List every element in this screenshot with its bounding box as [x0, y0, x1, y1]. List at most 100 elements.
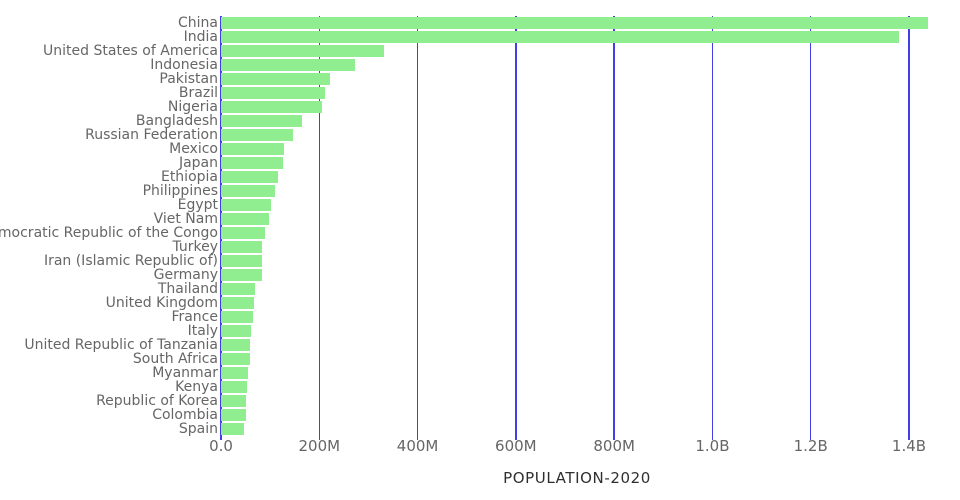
bar-Pakistan	[221, 73, 330, 85]
gridline-200M	[318, 16, 321, 440]
gridline-1.4B	[908, 16, 910, 440]
bar-Bangladesh	[221, 115, 302, 127]
category-label: United Republic of Tanzania	[24, 337, 218, 353]
category-label: Kenya	[175, 379, 218, 395]
bar-row	[221, 184, 960, 198]
bar-United Kingdom	[221, 297, 255, 309]
bar-Japan	[221, 157, 284, 169]
bar-row	[221, 128, 960, 142]
category-label: Mexico	[169, 141, 218, 157]
x-tick-label: 200M	[298, 437, 341, 455]
category-label-row: Bangladesh	[0, 114, 218, 128]
bar-United Republic of Tanzania	[221, 339, 251, 351]
category-label: Turkey	[172, 239, 218, 255]
bar-row	[221, 58, 960, 72]
gridline-1.0B	[711, 16, 714, 440]
bar-Spain	[221, 423, 244, 435]
bar-row	[221, 16, 960, 30]
x-tick-label: 1.0B	[695, 437, 730, 455]
x-tick-label: 1.2B	[793, 437, 828, 455]
bar-Nigeria	[221, 101, 323, 113]
bar-row	[221, 72, 960, 86]
bar-row	[221, 352, 960, 366]
category-label-row: United States of America	[0, 44, 218, 58]
bar-row	[221, 100, 960, 114]
x-axis-title: POPULATION-2020	[503, 469, 651, 487]
bar-China	[221, 17, 929, 29]
bar-Kenya	[221, 381, 248, 393]
bar-Ethiopia	[221, 171, 278, 183]
bar-row	[221, 408, 960, 422]
category-label-row: Egypt	[0, 198, 218, 212]
category-label-row: United Republic of Tanzania	[0, 338, 218, 352]
category-label-row: Iran (Islamic Republic of)	[0, 254, 218, 268]
category-label-row: Myanmar	[0, 366, 218, 380]
bar-row	[221, 282, 960, 296]
category-label: South Africa	[132, 351, 218, 367]
bar-row	[221, 198, 960, 212]
bar-row	[221, 338, 960, 352]
bar-Turkey	[221, 241, 263, 253]
category-label: India	[183, 29, 218, 45]
bar-Viet Nam	[221, 213, 269, 225]
x-tick-label: 600M	[495, 437, 537, 455]
bar-Mexico	[221, 143, 285, 155]
category-label: China	[178, 15, 218, 31]
category-label: Bangladesh	[135, 113, 218, 129]
category-label-row: South Africa	[0, 352, 218, 366]
gridline-800M	[613, 16, 615, 440]
category-label: Japan	[178, 155, 218, 171]
bar-row	[221, 44, 960, 58]
category-label: Russian Federation	[85, 127, 218, 143]
category-label-row: Germany	[0, 268, 218, 282]
bar-row	[221, 142, 960, 156]
category-label-row: France	[0, 310, 218, 324]
bar-Thailand	[221, 283, 256, 295]
category-label-row: Pakistan	[0, 72, 218, 86]
bar-Colombia	[221, 409, 246, 421]
category-label-row: Colombia	[0, 408, 218, 422]
bar-row	[221, 324, 960, 338]
category-label-row: Brazil	[0, 86, 218, 100]
gridline-1.2B	[809, 16, 812, 440]
category-label: United Kingdom	[105, 295, 218, 311]
category-label: Egypt	[177, 197, 218, 213]
category-label: France	[171, 309, 218, 325]
category-label-row: Mexico	[0, 142, 218, 156]
bar-row	[221, 156, 960, 170]
bar-row	[221, 366, 960, 380]
bar-Iran (Islamic Republic of)	[221, 255, 263, 267]
bar-row	[221, 212, 960, 226]
bar-South Africa	[221, 353, 251, 365]
bar-India	[221, 31, 900, 43]
category-label-row: India	[0, 30, 218, 44]
bar-Myanmar	[221, 367, 248, 379]
bar-row	[221, 394, 960, 408]
category-label: Pakistan	[159, 71, 218, 87]
category-label-row: Spain	[0, 422, 218, 436]
bar-Russian Federation	[221, 129, 293, 141]
category-label-row: Kenya	[0, 380, 218, 394]
gridline-400M	[416, 16, 419, 440]
category-label: Italy	[187, 323, 218, 339]
category-label: Nigeria	[167, 99, 218, 115]
category-label-row: Thailand	[0, 282, 218, 296]
category-label-row: Ethiopia	[0, 170, 218, 184]
x-tick-label: 1.4B	[891, 437, 927, 455]
category-label: Indonesia	[150, 57, 218, 73]
category-label: Democratic Republic of the Congo	[0, 225, 218, 241]
category-label-row: Republic of Korea	[0, 394, 218, 408]
bar-row	[221, 310, 960, 324]
bar-row	[221, 268, 960, 282]
bar-row	[221, 114, 960, 128]
category-label-row: Indonesia	[0, 58, 218, 72]
bar-row	[221, 422, 960, 436]
bar-Philippines	[221, 185, 275, 197]
category-label-row: Turkey	[0, 240, 218, 254]
category-label-row: Italy	[0, 324, 218, 338]
bar-row	[221, 226, 960, 240]
category-label: Colombia	[152, 407, 218, 423]
bar-Egypt	[221, 199, 272, 211]
category-label: Iran (Islamic Republic of)	[43, 253, 218, 269]
